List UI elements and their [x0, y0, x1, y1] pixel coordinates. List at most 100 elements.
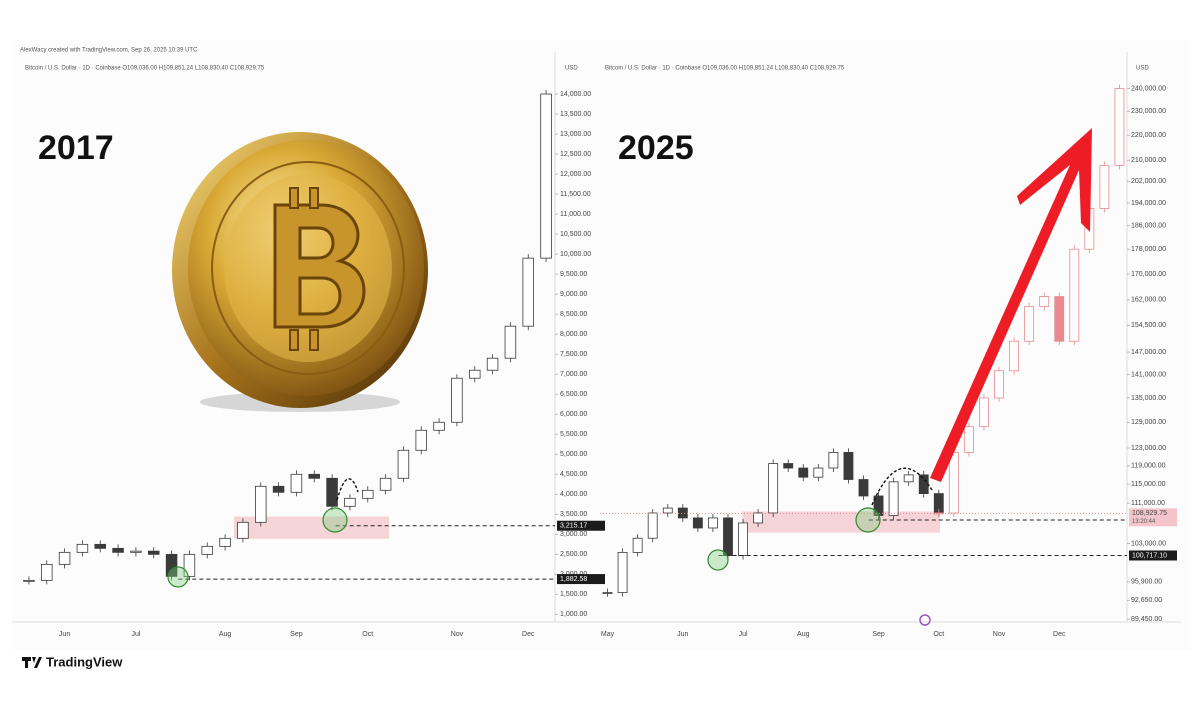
candle: [1039, 296, 1050, 307]
candle: [1069, 248, 1080, 342]
candle: [708, 517, 718, 529]
level-tag: [1129, 550, 1177, 561]
y-tick-label: 5,000.00: [560, 451, 587, 458]
x-tick-label: Aug: [797, 631, 810, 638]
y-tick-label: 170,000.00: [1131, 271, 1166, 278]
candle: [486, 357, 499, 371]
y-tick-label: 240,000.00: [1131, 85, 1166, 92]
y-tick-label: 10,500.00: [560, 231, 591, 238]
symbol-info: Bitcoin / U.S. Dollar · 1D · Coinbase O1…: [605, 66, 845, 72]
year-label: 2017: [38, 129, 114, 167]
candle: [58, 551, 71, 565]
y-tick-label: 135,000.00: [1131, 395, 1166, 402]
y-tick-label: 123,000.00: [1131, 445, 1166, 452]
countdown: 13:20:44: [1132, 519, 1156, 525]
candle: [290, 473, 303, 493]
tradingview-logo: TradingView: [22, 654, 123, 669]
candle: [723, 517, 733, 556]
candle: [201, 545, 213, 555]
candle: [433, 421, 445, 431]
candle: [219, 537, 231, 547]
candle: [617, 551, 628, 594]
candle: [379, 477, 392, 491]
y-tick-label: 13,000.00: [560, 131, 591, 138]
candle: [415, 429, 427, 451]
candle: [468, 369, 481, 379]
x-tick-label: Oct: [362, 631, 373, 638]
candle: [1114, 88, 1125, 166]
y-tick-label: 2,500.00: [560, 551, 587, 558]
candle: [858, 479, 869, 497]
y-tick-label: 11,500.00: [560, 191, 591, 198]
symbol-info: Bitcoin / U.S. Dollar · 1D · Coinbase O1…: [25, 66, 265, 72]
y-tick-label: 1,500.00: [560, 591, 587, 598]
candle: [183, 553, 196, 577]
y-tick-label: 230,000.00: [1131, 108, 1166, 115]
level-tag: [557, 520, 605, 531]
currency: USD: [1136, 66, 1149, 72]
x-tick-label: Sep: [290, 631, 303, 638]
level-label: 1,882.58: [560, 576, 587, 583]
candle: [753, 512, 764, 524]
y-tick-label: 11,000.00: [560, 211, 591, 218]
currency: USD: [565, 66, 578, 72]
candle: [540, 93, 552, 259]
candle: [237, 521, 249, 539]
candle: [130, 550, 142, 553]
y-tick-label: 14,000.00: [560, 91, 591, 98]
candle: [1099, 165, 1110, 209]
y-tick-label: 186,000.00: [1131, 222, 1166, 229]
candle: [504, 325, 517, 359]
y-tick-label: 220,000.00: [1131, 132, 1166, 139]
brand: TradingView: [46, 654, 123, 669]
candle: [361, 489, 374, 499]
bitcoin-coin: [172, 132, 428, 412]
y-tick-label: 7,500.00: [560, 351, 587, 358]
y-tick-label: 162,000.00: [1131, 297, 1166, 304]
y-tick-label: 119,000.00: [1131, 463, 1166, 470]
y-tick-label: 115,000.00: [1131, 481, 1166, 488]
x-tick-label: Nov: [451, 631, 464, 638]
y-tick-label: 141,000.00: [1131, 371, 1166, 378]
x-tick-label: Oct: [933, 631, 944, 638]
y-tick-label: 9,500.00: [560, 271, 587, 278]
credit: AlexWacy created with TradingView.com, S…: [20, 48, 198, 54]
dashed-arc: [336, 478, 359, 501]
candle: [1024, 306, 1035, 342]
candle: [165, 553, 178, 577]
candle: [254, 485, 267, 523]
x-tick-label: Sep: [872, 631, 885, 638]
y-tick-label: 8,000.00: [560, 331, 587, 338]
y-tick-label: 5,500.00: [560, 431, 587, 438]
support-zone: [742, 511, 940, 533]
level-label: 100,717.10: [1132, 552, 1167, 559]
y-tick-label: 147,000.00: [1131, 349, 1166, 356]
y-tick-label: 194,000.00: [1131, 200, 1166, 207]
x-tick-label: Jun: [59, 631, 70, 638]
candle: [326, 477, 338, 507]
candle: [397, 449, 410, 479]
candle: [632, 537, 643, 553]
candle: [1054, 296, 1065, 342]
y-tick-label: 210,000.00: [1131, 157, 1166, 164]
x-tick-label: Dec: [1053, 631, 1066, 638]
candle: [903, 474, 914, 483]
candle: [828, 451, 839, 469]
candle: [602, 592, 613, 595]
y-tick-label: 89,450.00: [1131, 616, 1162, 623]
candle: [41, 563, 53, 581]
candle: [843, 451, 854, 480]
x-tick-label: Nov: [993, 631, 1006, 638]
candle: [963, 426, 974, 453]
y-tick-label: 12,500.00: [560, 151, 591, 158]
candle: [23, 579, 35, 582]
candle: [272, 485, 285, 493]
support-zone: [234, 516, 390, 539]
highlight-circle: [707, 549, 729, 571]
highlight-circle: [322, 507, 348, 533]
y-tick-label: 103,000.00: [1131, 540, 1166, 547]
y-tick-label: 178,000.00: [1131, 246, 1166, 253]
candle: [76, 543, 89, 553]
candle: [994, 370, 1004, 399]
x-tick-label: Jul: [739, 631, 748, 638]
